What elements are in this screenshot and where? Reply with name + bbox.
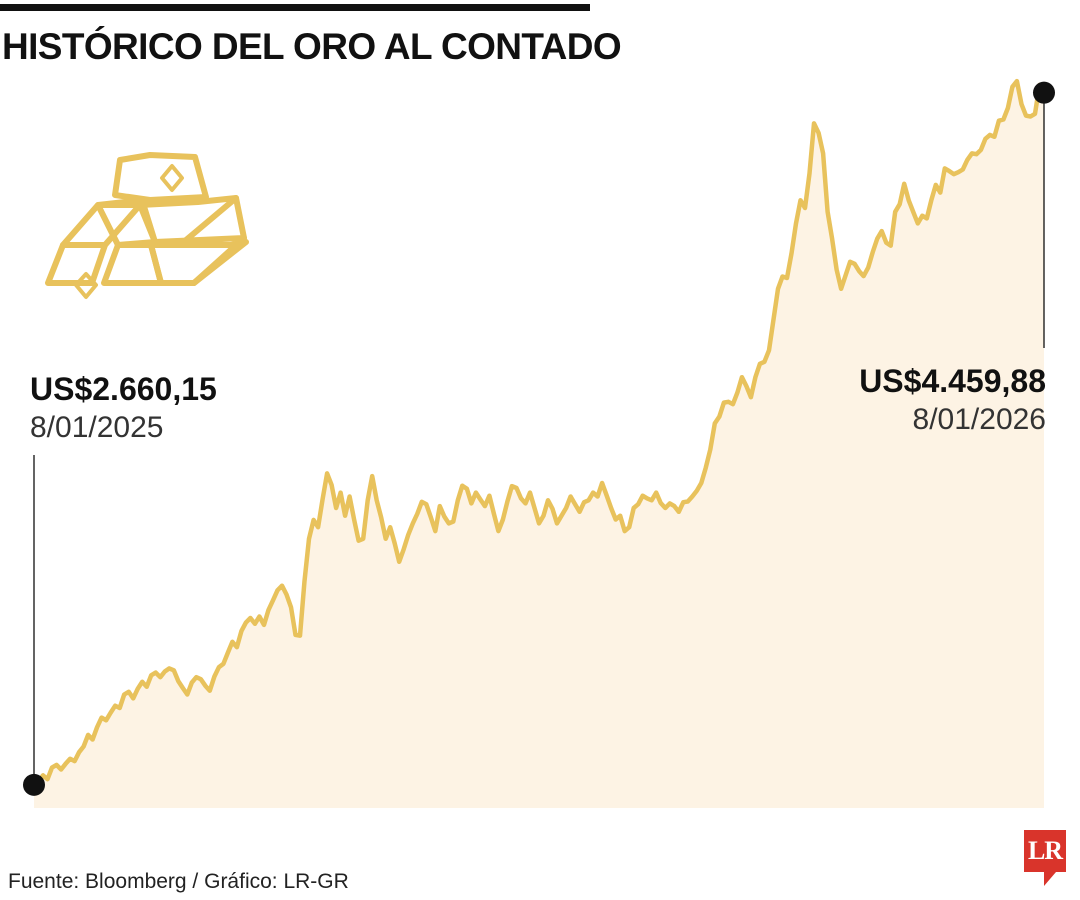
end-point-marker xyxy=(1033,81,1055,104)
start-value-label: US$2.660,15 xyxy=(30,371,217,407)
gold-bars-icon xyxy=(45,152,249,299)
price-area-fill xyxy=(34,81,1044,809)
lr-logo-tail xyxy=(1044,872,1056,886)
end-value-label: US$4.459,88 xyxy=(859,363,1046,399)
chart-title: HISTÓRICO DEL ORO AL CONTADO xyxy=(2,26,622,67)
start-point-marker xyxy=(23,773,45,796)
end-date-label: 8/01/2026 xyxy=(913,403,1046,436)
source-note: Fuente: Bloomberg / Gráfico: LR-GR xyxy=(8,870,349,893)
lr-logo: LR xyxy=(1024,830,1066,872)
price-line xyxy=(31,78,1047,788)
start-date-label: 8/01/2025 xyxy=(30,411,163,444)
top-rule xyxy=(0,4,590,11)
